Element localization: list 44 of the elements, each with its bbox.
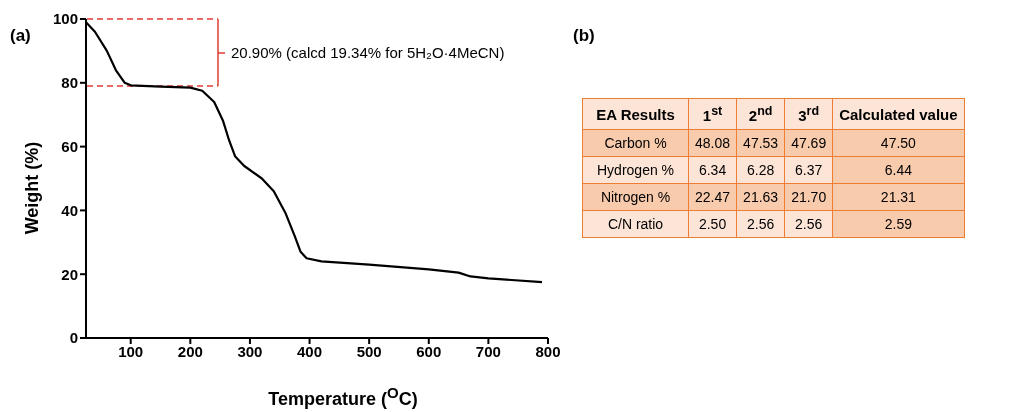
annotation: 20.90% (calcd 19.34% for 5H₂O·4MeCN): [231, 44, 505, 61]
x-axis-title: Temperature ($^{O}$C): [267, 384, 419, 410]
y-tick-label: 0: [69, 329, 78, 347]
category-label: 1$^{st}$: [688, 98, 737, 130]
y-tick-label: 100: [52, 10, 78, 28]
text: 2.50: [698, 216, 727, 232]
x-tick-label: 500: [356, 342, 382, 360]
text: 47.69: [791, 135, 827, 151]
text: 48.08: [695, 135, 731, 151]
category-label: Carbon %: [604, 135, 667, 151]
y-tick-label: 20: [61, 265, 78, 283]
text: 21.31: [880, 189, 916, 205]
text: (b): [573, 26, 595, 46]
text: 47.53: [743, 135, 779, 151]
x-tick-label: 600: [416, 342, 442, 360]
text: 47.50: [880, 135, 916, 151]
text: 6.44: [884, 162, 912, 178]
text: 21.70: [791, 189, 827, 205]
text: 21.63: [743, 189, 779, 205]
category-label: Hydrogen %: [597, 162, 675, 178]
text: 6.37: [795, 162, 823, 178]
category-label: EA Results: [582, 98, 689, 130]
text: 6.28: [746, 162, 775, 178]
category-label: Nitrogen %: [600, 189, 671, 205]
x-tick-label: 100: [118, 342, 144, 360]
category-label: C/N ratio: [607, 216, 664, 232]
text: 6.34: [698, 162, 727, 178]
text: 2.56: [795, 216, 823, 232]
y-tick-label: 60: [61, 137, 78, 155]
category-label: 3$^{rd}$: [784, 98, 833, 130]
chart-title: (a): [10, 26, 31, 46]
x-tick-label: 700: [475, 342, 501, 360]
x-tick-label: 300: [237, 342, 263, 360]
text: 22.47: [695, 189, 731, 205]
category-label: 2$^{nd}$: [736, 98, 785, 130]
y-axis-title: Weight (%): [21, 141, 43, 235]
x-tick-label: 400: [297, 342, 323, 360]
y-tick-label: 80: [61, 74, 78, 92]
category-label: Calculated value: [832, 98, 965, 130]
text: 2.56: [746, 216, 775, 232]
y-tick-label: 40: [61, 201, 78, 219]
text: 2.59: [884, 216, 912, 232]
x-tick-label: 800: [535, 342, 561, 360]
x-tick-label: 200: [177, 342, 203, 360]
